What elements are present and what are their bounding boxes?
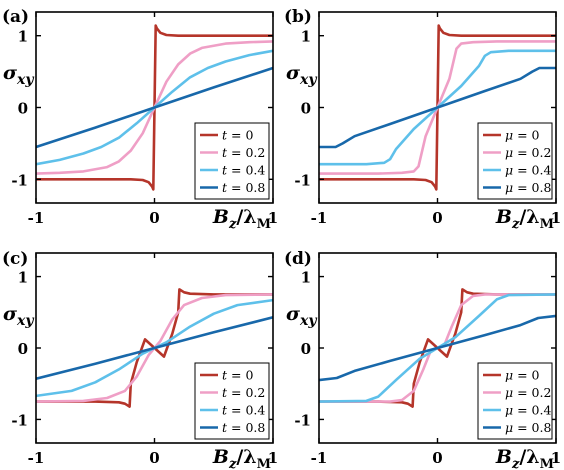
x-tick-label: -1	[28, 209, 45, 227]
x-tick-label: 1	[268, 209, 278, 227]
x-axis-label: Bz/λM	[495, 446, 554, 470]
panel-label: (d)	[284, 249, 312, 269]
series-line-3	[36, 316, 273, 380]
series-line-3	[319, 314, 556, 382]
legend-label: μ = 0.8	[505, 180, 551, 195]
legend-label: t = 0	[222, 368, 253, 383]
x-axis-label: Bz/λM	[495, 206, 554, 232]
series-group	[319, 288, 556, 408]
y-tick-label: 1	[18, 28, 28, 46]
legend: μ = 0 μ = 0.2 μ = 0.4 μ = 0.8	[477, 122, 553, 200]
x-axis-label: Bz/λM	[212, 206, 271, 232]
y-axis-label: σxy	[3, 303, 34, 329]
legend-label: t = 0	[222, 128, 253, 143]
legend-label: μ = 0.2	[505, 385, 551, 400]
series-line-3	[319, 66, 556, 149]
legend: t = 0 t = 0.2 t = 0.4 t = 0.8	[194, 122, 270, 200]
legend-label: t = 0.2	[222, 145, 265, 160]
y-tick-label: 0	[18, 340, 28, 358]
series-group	[36, 24, 273, 191]
series-line-3	[36, 66, 273, 149]
legend-label: t = 0.4	[222, 163, 265, 178]
legend: μ = 0 μ = 0.2 μ = 0.4 μ = 0.8	[477, 362, 553, 440]
x-tick-label: 1	[551, 209, 561, 227]
panel-label: (b)	[284, 7, 312, 27]
x-tick-label: 0	[432, 209, 442, 227]
y-tick-label: 0	[301, 340, 311, 358]
x-tick-label: 0	[149, 209, 159, 227]
legend-label: μ = 0	[505, 128, 540, 143]
x-tick-label: 0	[432, 449, 442, 467]
y-tick-label: -1	[294, 171, 311, 189]
legend-label: μ = 0	[505, 368, 540, 383]
y-axis-label: σxy	[286, 62, 317, 88]
legend-label: μ = 0.8	[505, 420, 551, 435]
y-tick-label: -1	[11, 171, 28, 189]
x-axis-label: Bz/λM	[212, 446, 271, 470]
x-tick-label: 1	[551, 449, 561, 467]
legend-label: t = 0.4	[222, 403, 265, 418]
legend-label: μ = 0.2	[505, 145, 551, 160]
legend-label: μ = 0.4	[505, 403, 551, 418]
legend-label: t = 0.8	[222, 420, 265, 435]
y-axis-label: σxy	[3, 62, 34, 88]
x-tick-label: -1	[311, 449, 328, 467]
y-tick-label: 1	[18, 269, 28, 287]
y-tick-label: 1	[301, 28, 311, 46]
y-tick-label: -1	[11, 411, 28, 429]
legend-label: t = 0.2	[222, 385, 265, 400]
y-axis-label: σxy	[286, 303, 317, 329]
x-tick-label: -1	[311, 209, 328, 227]
y-tick-label: -1	[294, 411, 311, 429]
x-tick-label: -1	[28, 449, 45, 467]
x-tick-label: 1	[268, 449, 278, 467]
y-tick-label: 0	[18, 100, 28, 118]
panel-label: (a)	[2, 7, 29, 27]
legend: t = 0 t = 0.2 t = 0.4 t = 0.8	[194, 362, 270, 440]
y-tick-label: 0	[301, 100, 311, 118]
legend-label: μ = 0.4	[505, 163, 551, 178]
panel-label: (c)	[2, 249, 28, 269]
series-group	[319, 24, 556, 191]
x-tick-label: 0	[149, 449, 159, 467]
y-tick-label: 1	[301, 269, 311, 287]
legend-label: t = 0.8	[222, 180, 265, 195]
series-group	[36, 288, 273, 408]
